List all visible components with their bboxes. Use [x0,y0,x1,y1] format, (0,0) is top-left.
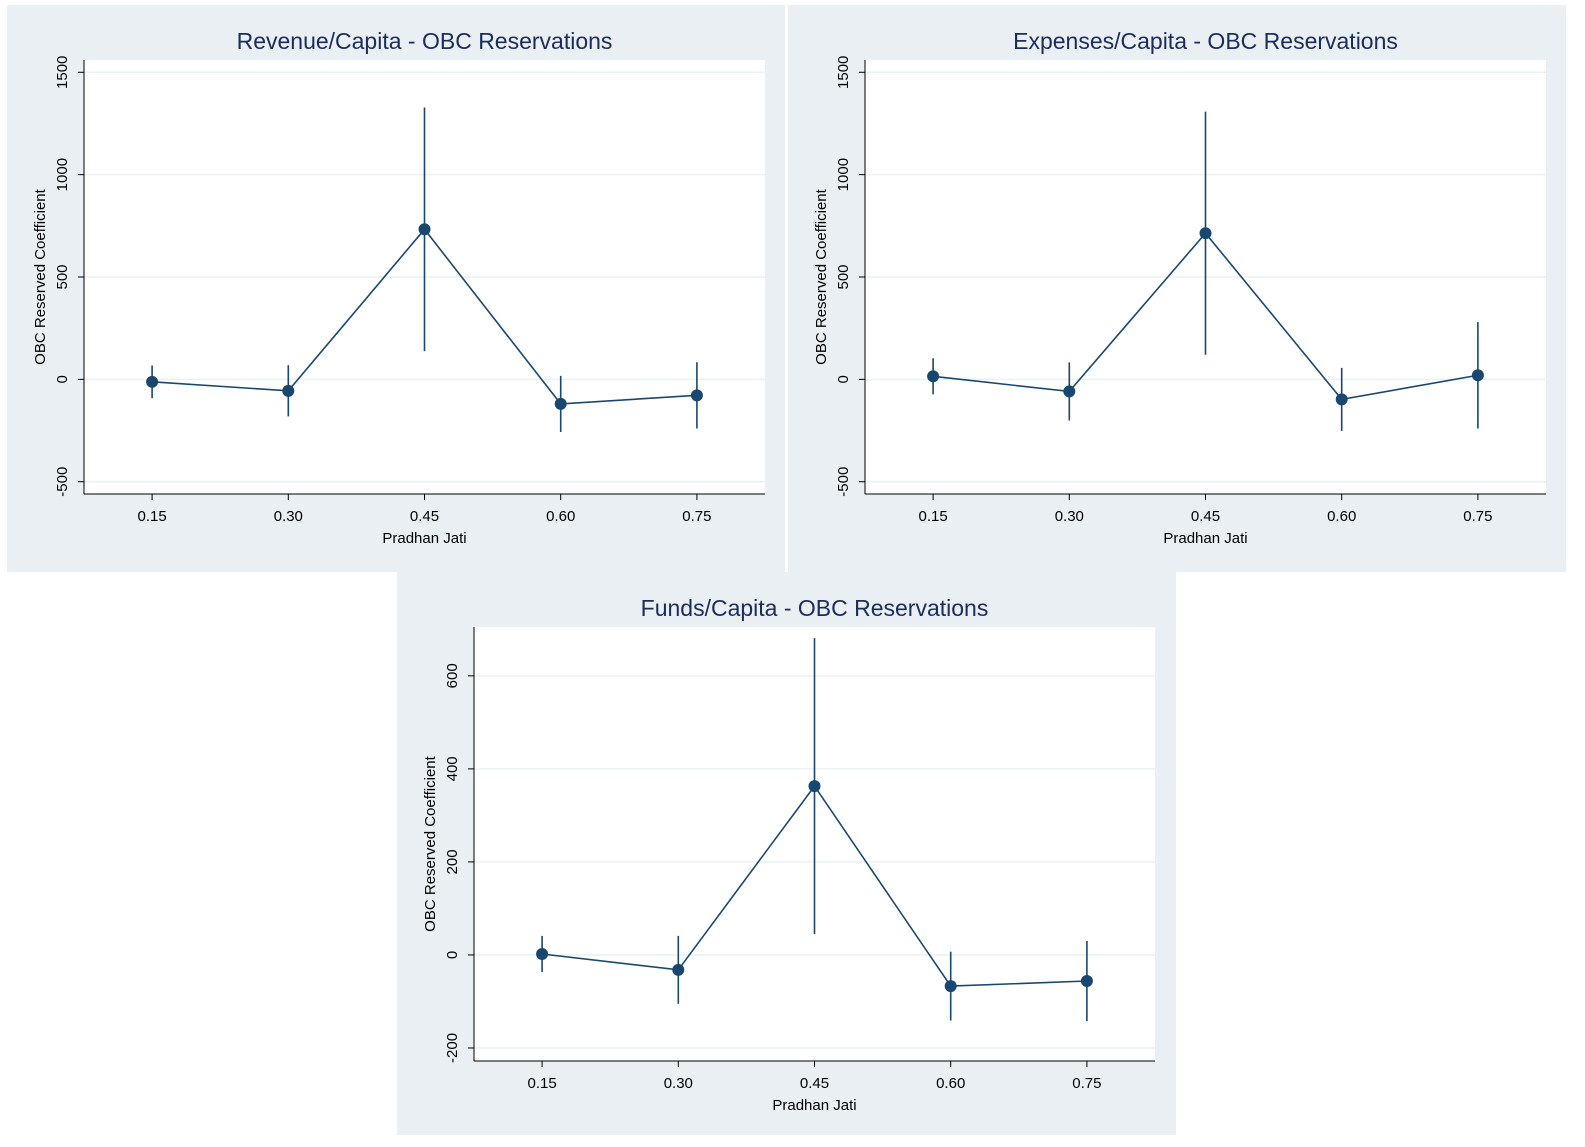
panel: Expenses/Capita - OBC Reservations -500 0 5… [788,5,1566,572]
point [1063,385,1076,398]
x-axis-label: Pradhan Jati [382,530,466,547]
y-tick-label: 1500 [54,56,71,89]
x-axis-label: Pradhan Jati [1163,530,1247,547]
x-tick-label: 0.75 [682,508,711,525]
y-tick-label: -500 [54,467,71,497]
x-tick-label: 0.15 [527,1075,556,1092]
point [690,389,703,402]
point [1471,369,1484,382]
chart-title: Funds/Capita - OBC Reservations [641,595,989,621]
x-tick-label: 0.15 [137,508,166,525]
x-tick-label: 0.60 [1327,508,1356,525]
point [1199,227,1212,240]
y-tick-label: 400 [444,756,461,781]
x-tick-label: 0.30 [664,1075,693,1092]
y-axis-label: OBC Reserved Coefficient [32,188,49,364]
y-tick-label: -200 [444,1033,461,1063]
y-tick-label: 600 [444,663,461,688]
point [808,780,821,793]
x-tick-label: 0.30 [274,508,303,525]
chart-title: Revenue/Capita - OBC Reservations [237,28,613,54]
point [672,963,685,976]
y-tick-label: 1000 [54,158,71,191]
x-tick-label: 0.60 [546,508,575,525]
y-tick-label: 0 [835,375,852,383]
y-tick-label: 1500 [835,56,852,89]
x-tick-label: 0.45 [1191,508,1220,525]
point [146,375,159,388]
y-axis-label: OBC Reserved Coefficient [813,188,830,364]
point [1335,393,1348,406]
panel: Funds/Capita - OBC Reservations -200 0 200 4… [397,572,1176,1135]
chart-title: Expenses/Capita - OBC Reservations [1013,28,1398,54]
panel: Revenue/Capita - OBC Reservations -500 0 50… [7,5,785,572]
point [554,397,567,410]
y-tick-label: 200 [444,849,461,874]
y-tick-label: 1000 [835,158,852,191]
y-tick-label: -500 [835,467,852,497]
point [944,980,957,993]
y-tick-label: 0 [54,375,71,383]
x-tick-label: 0.75 [1072,1075,1101,1092]
y-tick-label: 500 [54,264,71,289]
x-tick-label: 0.45 [410,508,439,525]
point [282,384,295,397]
x-tick-label: 0.60 [936,1075,965,1092]
point [927,370,940,383]
point [1080,974,1093,987]
x-tick-label: 0.75 [1463,508,1492,525]
x-tick-label: 0.15 [918,508,947,525]
x-tick-label: 0.45 [800,1075,829,1092]
x-tick-label: 0.30 [1055,508,1084,525]
y-axis-label: OBC Reserved Coefficient [422,755,439,931]
y-tick-label: 0 [444,951,461,959]
x-axis-label: Pradhan Jati [772,1097,856,1114]
y-tick-label: 500 [835,264,852,289]
point [536,948,549,961]
point [418,223,431,236]
